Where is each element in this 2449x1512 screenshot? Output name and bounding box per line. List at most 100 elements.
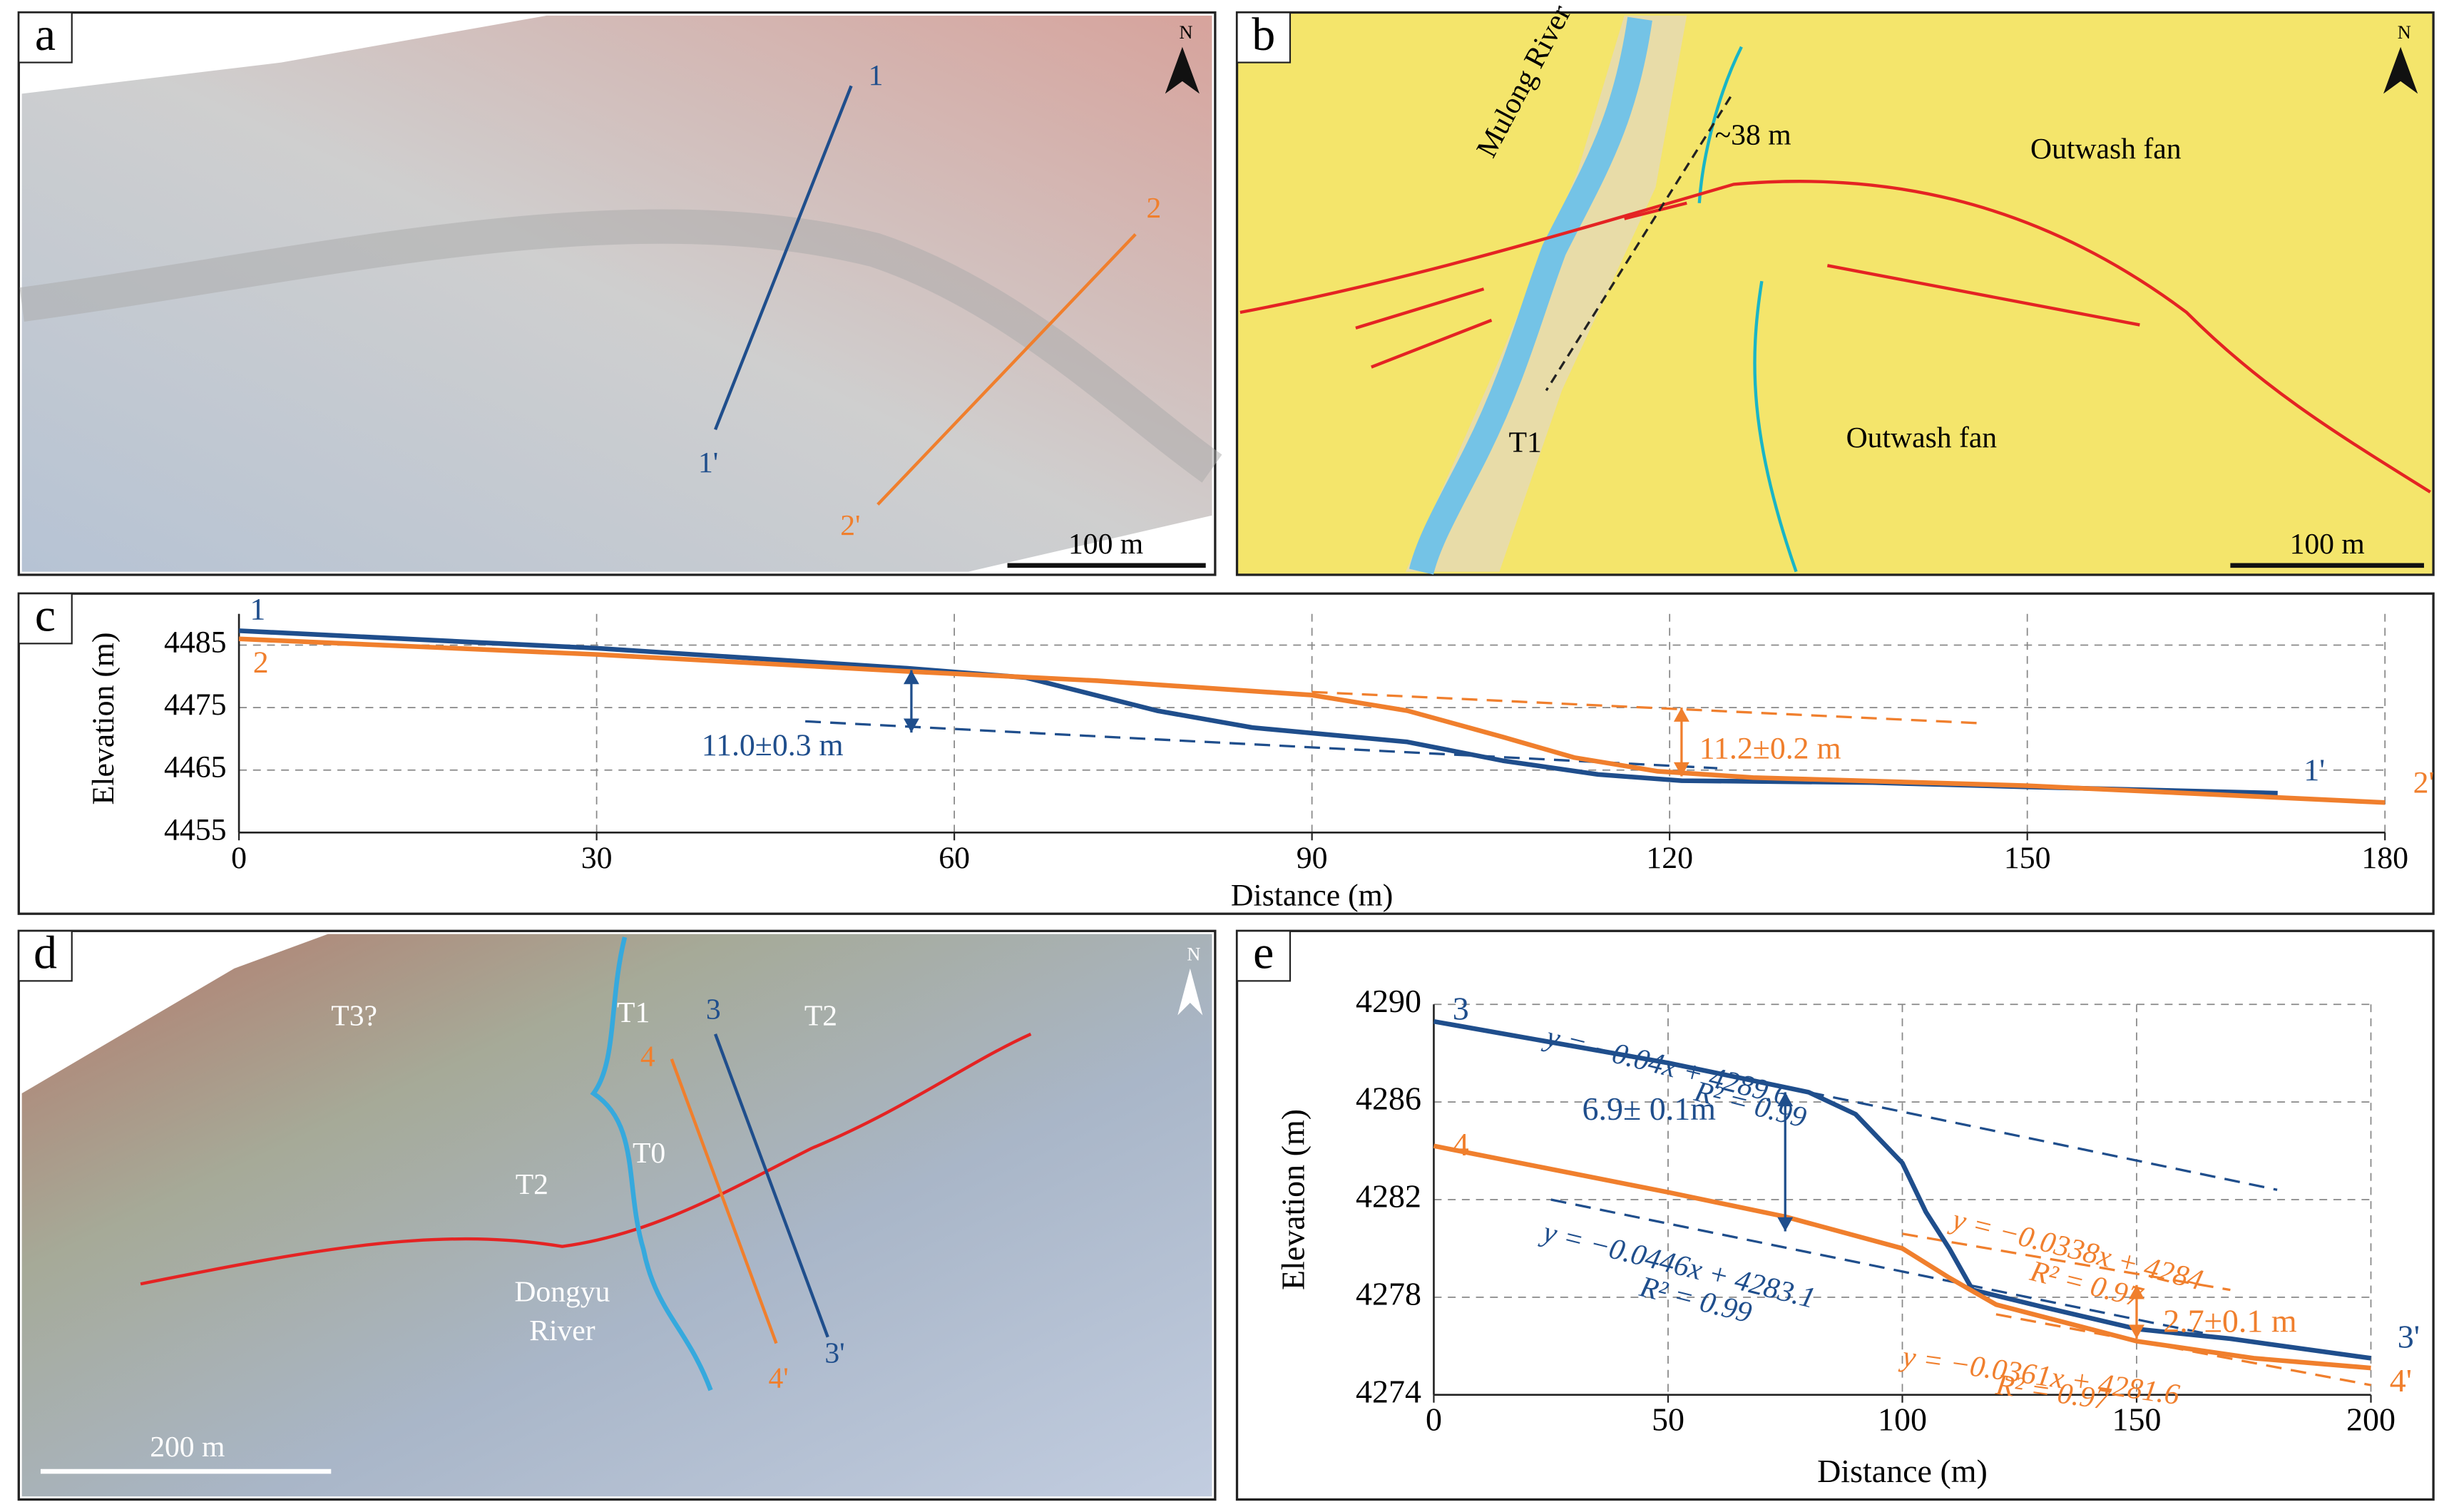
fit-line — [805, 720, 1718, 770]
profile-line — [876, 233, 1137, 506]
y-tick-label: 4286 — [1356, 1081, 1421, 1117]
river — [590, 936, 713, 1391]
x-tick-label: 90 — [1297, 841, 1328, 875]
y-axis-label: Elevation (m) — [86, 632, 121, 804]
panel-label: b — [1252, 9, 1275, 61]
arrow-head — [2129, 1324, 2144, 1339]
offset-line — [1545, 96, 1732, 392]
x-tick-label: 0 — [1426, 1401, 1442, 1438]
terrace-label: T1 — [1509, 426, 1542, 459]
x-tick-label: 200 — [2346, 1401, 2396, 1438]
offset-label: 11.2±0.2 m — [1699, 731, 1841, 765]
terrace-label: T3? — [331, 999, 377, 1032]
profile-label: 4 — [640, 1040, 655, 1073]
profile-end-label: 4' — [2390, 1362, 2412, 1399]
panel-d: T3? T1 3 T2 4 T0 T2 Dongyu River 4' 3' N… — [17, 927, 1217, 1501]
fault — [1355, 201, 2140, 369]
panel-label-box — [18, 930, 73, 982]
arrow-head — [903, 718, 919, 733]
x-tick-label: 60 — [939, 841, 970, 875]
offset-label: 6.9± 0.1m — [1583, 1090, 1717, 1127]
x-axis-label: Distance (m) — [1817, 1453, 1988, 1489]
x-axis-label: Distance (m) — [1231, 878, 1393, 912]
panel-label-box — [18, 11, 73, 63]
scale-label: 100 m — [1068, 528, 1143, 561]
panel-label: a — [35, 9, 56, 61]
river-label: Dongyu River — [514, 1276, 610, 1349]
fit-line — [1808, 1090, 2278, 1191]
scale-label: 200 m — [150, 1431, 225, 1464]
profile-label: 2' — [840, 509, 860, 542]
fit-line — [1902, 1232, 2231, 1292]
panel-label: c — [35, 590, 56, 642]
fit-line — [1995, 1313, 2371, 1386]
arrow-head — [1777, 1217, 1794, 1232]
panel-b: Mulong River ~38 m Outwash fan Outwash f… — [1235, 0, 2435, 576]
profile-start-label: 3 — [1453, 991, 1469, 1027]
profile-line — [1433, 1018, 2371, 1361]
profile-label: 1 — [869, 59, 884, 92]
fault — [1239, 180, 2431, 494]
north-label: N — [2398, 22, 2411, 43]
north-arrow — [1165, 46, 1200, 94]
y-tick-label: 4465 — [164, 750, 227, 785]
profile-label: 3' — [824, 1337, 844, 1370]
offset-label: ~38 m — [1715, 118, 1791, 151]
scale-label: 100 m — [2290, 528, 2365, 561]
profile-end-label: 3' — [2398, 1319, 2420, 1355]
terrace-label: T0 — [633, 1137, 665, 1170]
profile-line — [713, 1033, 829, 1338]
y-tick-label: 4274 — [1356, 1373, 1421, 1409]
river — [1408, 16, 1652, 575]
river-label-box: Dongyu River — [514, 1276, 610, 1349]
panel-label: d — [34, 927, 57, 979]
fault — [140, 1032, 1032, 1286]
north-arrow — [2383, 46, 2418, 94]
profile-line — [714, 85, 853, 431]
chart: 4455 4465 4475 4485 0 30 60 90 120 150 180 Distance… — [18, 590, 2435, 912]
north-arrow — [1177, 968, 1203, 1016]
profile-line — [238, 636, 2386, 805]
x-tick-label: 150 — [2112, 1401, 2161, 1438]
area-label: Outwash fan — [1846, 422, 1998, 454]
arrow-head — [2129, 1284, 2144, 1299]
profile-end-label: 2' — [2413, 766, 2435, 800]
y-axis-label: Elevation (m) — [1274, 1109, 1311, 1290]
arrow-head — [1673, 762, 1689, 777]
profile-label: 1' — [698, 446, 718, 479]
arrow-head — [1673, 708, 1689, 722]
terrace-label: T2 — [516, 1168, 548, 1201]
panel-frame — [17, 592, 2435, 915]
offset-label: 11.0±0.3 m — [702, 728, 844, 762]
x-tick-label: 150 — [2004, 841, 2051, 875]
fit-line — [1550, 1198, 2207, 1335]
y-tick-label: 4282 — [1356, 1178, 1421, 1215]
profile-line — [670, 1058, 778, 1344]
scarp — [19, 209, 1222, 483]
y-tick-label: 4278 — [1356, 1275, 1421, 1312]
panel-label-box — [18, 593, 73, 645]
profile-label: 2 — [1146, 192, 1161, 225]
profile-label: 3 — [706, 993, 721, 1026]
north-label: N — [1187, 944, 1200, 964]
profile-label: 4' — [769, 1362, 789, 1395]
north-label: N — [1179, 22, 1192, 43]
x-tick-label: 30 — [581, 841, 613, 875]
y-tick-label: 4290 — [1356, 983, 1421, 1019]
x-tick-label: 120 — [1646, 841, 1693, 875]
arrow-head — [903, 670, 919, 685]
panel-frame — [1235, 929, 2435, 1501]
offset-label: 2.7±0.1 m — [2163, 1303, 2297, 1339]
terrace-label: T1 — [617, 996, 650, 1029]
x-tick-label: 100 — [1878, 1401, 1927, 1438]
y-tick-label: 4485 — [164, 625, 227, 660]
panel-label: e — [1253, 927, 1274, 979]
area-label: Outwash fan — [2030, 133, 2182, 165]
fit-line — [1312, 690, 1980, 725]
hillshade — [21, 934, 1212, 1497]
panel-label-box — [1236, 11, 1292, 63]
arrow-head — [1777, 1092, 1794, 1107]
profile-start-label: 4 — [1453, 1126, 1469, 1163]
